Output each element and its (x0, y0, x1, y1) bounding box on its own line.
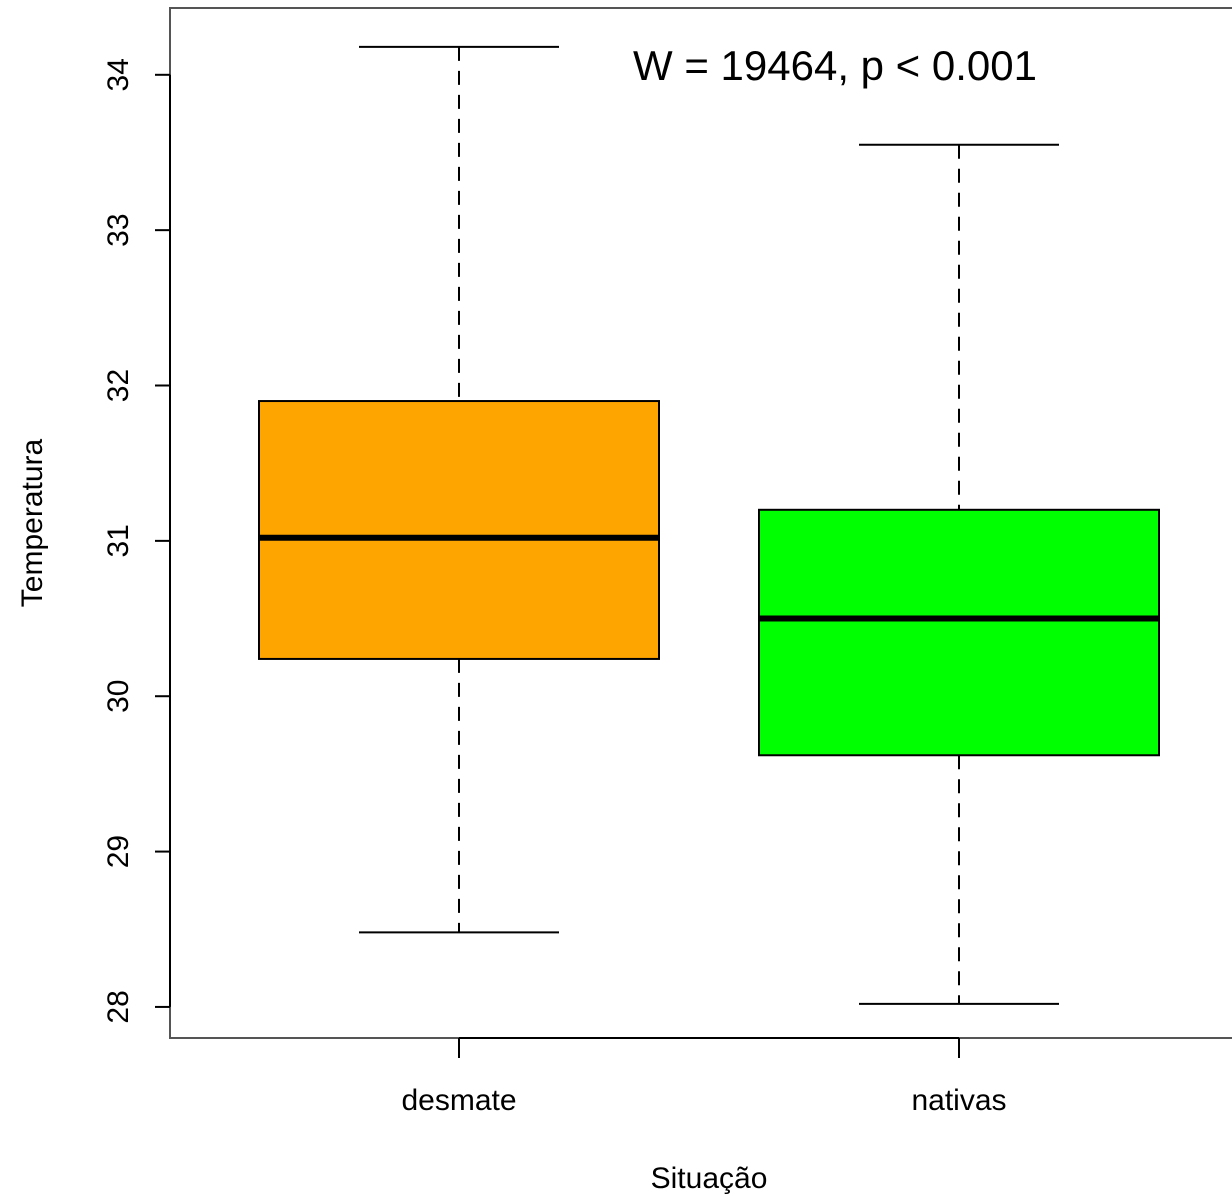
test-annotation: W = 19464, p < 0.001 (633, 42, 1037, 89)
y-tick-label: 33 (102, 213, 135, 246)
y-tick-label: 34 (102, 58, 135, 91)
boxes (258, 45, 1160, 1005)
y-tick-label: 32 (102, 369, 135, 402)
y-axis-label: Temperatura (16, 438, 49, 607)
x-axis: desmate nativas (401, 1037, 1007, 1117)
box-desmate (258, 45, 660, 934)
y-tick-label: 30 (102, 680, 135, 713)
y-tick-label: 29 (102, 835, 135, 868)
x-tick-label: desmate (401, 1084, 516, 1117)
box-body (758, 508, 1160, 757)
y-tick-label: 28 (102, 990, 135, 1023)
y-tick-label: 31 (102, 524, 135, 557)
box-body (258, 400, 660, 660)
box-nativas (758, 143, 1160, 1005)
y-axis: 28 29 30 31 32 33 34 (102, 58, 171, 1024)
x-axis-label: Situação (651, 1162, 768, 1195)
x-tick-label: nativas (911, 1084, 1006, 1117)
